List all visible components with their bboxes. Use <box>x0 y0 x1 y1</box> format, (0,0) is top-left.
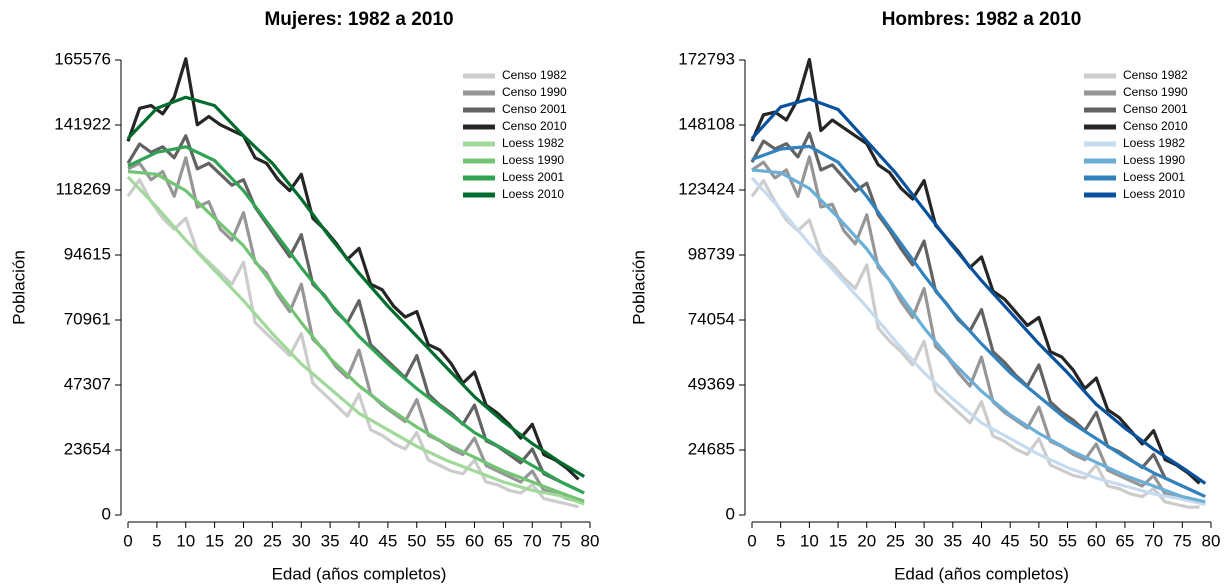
series-line <box>750 97 1207 485</box>
y-tick-label: 123424 <box>678 179 735 198</box>
x-tick-label: 15 <box>205 531 224 550</box>
x-tick-label: 10 <box>176 531 195 550</box>
x-tick-label: 80 <box>581 531 600 550</box>
legend-label: Censo 2001 <box>1123 102 1188 116</box>
series-line <box>750 179 1200 509</box>
y-tick-label: 70961 <box>64 309 111 328</box>
legend-label: Censo 2010 <box>1123 119 1188 133</box>
x-tick-label: 20 <box>234 531 253 550</box>
x-axis-label: Edad (años completos) <box>272 564 447 583</box>
y-tick-label: 23654 <box>64 439 111 458</box>
series-line <box>751 144 1206 499</box>
x-axis-label: Edad (años completos) <box>894 564 1069 583</box>
series-line <box>126 57 580 481</box>
legend-label: Censo 1982 <box>1123 68 1188 82</box>
legend-label: Loess 2001 <box>502 170 564 184</box>
series-line <box>126 95 586 478</box>
x-tick-label: 60 <box>1087 531 1106 550</box>
series-line <box>750 57 1201 485</box>
x-tick-label: 20 <box>857 531 876 550</box>
y-tick-label: 24685 <box>688 439 735 458</box>
series-line <box>751 168 1206 504</box>
x-tick-label: 50 <box>1029 531 1048 550</box>
legend-label: Loess 2010 <box>502 187 564 201</box>
legend-label: Censo 2001 <box>502 102 567 116</box>
x-tick-label: 10 <box>800 531 819 550</box>
x-tick-label: 25 <box>263 531 282 550</box>
x-tick-label: 75 <box>552 531 571 550</box>
x-tick-label: 40 <box>350 531 369 550</box>
y-axis-label: Población <box>629 250 648 325</box>
y-tick-label: 47307 <box>64 374 111 393</box>
x-tick-label: 70 <box>523 531 542 550</box>
x-tick-label: 30 <box>292 531 311 550</box>
legend-label: Loess 2010 <box>1123 187 1185 201</box>
y-tick-label: 165576 <box>54 49 111 68</box>
x-tick-label: 65 <box>494 531 513 550</box>
x-tick-label: 55 <box>436 531 455 550</box>
x-tick-label: 50 <box>407 531 426 550</box>
x-tick-label: 40 <box>972 531 991 550</box>
legend-label: Loess 1990 <box>502 153 564 167</box>
x-tick-label: 45 <box>378 531 397 550</box>
legend-label: Loess 1990 <box>1123 153 1185 167</box>
x-tick-label: 35 <box>943 531 962 550</box>
series-line <box>127 156 579 503</box>
series-line <box>750 176 1206 507</box>
legend-label: Censo 1990 <box>1123 85 1188 99</box>
x-tick-label: 70 <box>1144 531 1163 550</box>
x-tick-label: 60 <box>465 531 484 550</box>
series-line <box>127 169 585 503</box>
x-tick-label: 25 <box>886 531 905 550</box>
y-tick-label: 94615 <box>64 244 111 263</box>
y-tick-label: 49369 <box>688 374 735 393</box>
y-tick-label: 0 <box>726 504 735 523</box>
x-tick-label: 75 <box>1173 531 1192 550</box>
y-tick-label: 0 <box>102 504 111 523</box>
x-tick-label: 5 <box>776 531 785 550</box>
series-line <box>751 155 1200 504</box>
x-tick-label: 5 <box>152 531 161 550</box>
chart-title: Mujeres: 1982 a 2010 <box>264 9 453 30</box>
y-axis-label: Población <box>9 250 28 325</box>
legend-label: Loess 1982 <box>502 136 564 150</box>
series-line <box>126 175 585 506</box>
legend-label: Censo 1982 <box>502 68 567 82</box>
x-tick-label: 0 <box>123 531 132 550</box>
x-tick-label: 15 <box>829 531 848 550</box>
y-tick-label: 172793 <box>678 49 735 68</box>
chart-title: Hombres: 1982 a 2010 <box>882 9 1082 30</box>
legend-label: Censo 1990 <box>502 85 567 99</box>
x-tick-label: 80 <box>1202 531 1221 550</box>
x-tick-label: 35 <box>321 531 340 550</box>
y-tick-label: 118269 <box>56 179 111 198</box>
legend-label: Loess 2001 <box>1123 170 1185 184</box>
x-tick-label: 0 <box>747 531 756 550</box>
y-tick-label: 148108 <box>678 114 735 133</box>
x-tick-label: 30 <box>915 531 934 550</box>
legend-label: Censo 2010 <box>502 119 567 133</box>
y-tick-label: 141922 <box>54 114 111 133</box>
y-tick-label: 98739 <box>688 244 735 263</box>
x-tick-label: 45 <box>1001 531 1020 550</box>
x-tick-label: 55 <box>1058 531 1077 550</box>
series-line <box>127 145 585 495</box>
x-tick-label: 65 <box>1115 531 1134 550</box>
legend-label: Loess 1982 <box>1123 136 1185 150</box>
y-tick-label: 74054 <box>688 309 735 328</box>
